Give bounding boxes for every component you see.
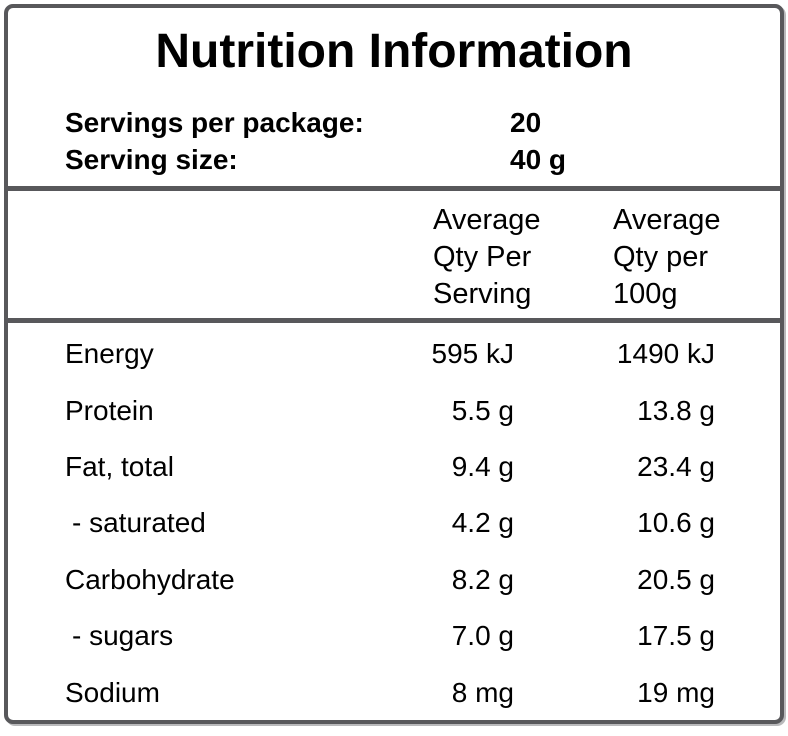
table-row-carbohydrate: Carbohydrate 8.2 g 20.5 g <box>8 552 780 608</box>
nutrient-name: Carbohydrate <box>65 563 235 595</box>
table-row-fat-total: Fat, total 9.4 g 23.4 g <box>8 439 780 495</box>
nutrient-name: Protein <box>65 394 154 426</box>
per-100g-value: 23.4 g <box>637 450 715 482</box>
table-row-saturated-fat: - saturated 4.2 g 10.6 g <box>8 495 780 551</box>
serving-size-value: 40 g <box>510 144 567 175</box>
nutrient-table: Energy 595 kJ 1490 kJ Protein 5.5 g 13.8… <box>8 323 780 721</box>
servings-per-package-label: Servings per package: <box>65 107 364 138</box>
column-header-per-serving: Average Qty Per Serving <box>433 202 541 313</box>
section-divider-bottom <box>8 318 780 323</box>
per-serving-value: 8 mg <box>451 676 514 708</box>
per-100g-value: 13.8 g <box>637 394 715 426</box>
section-divider-top <box>8 186 780 191</box>
column-header-line: Serving <box>433 278 532 310</box>
per-serving-value: 7.0 g <box>451 620 514 652</box>
nutrient-name: Energy <box>65 338 154 370</box>
nutrition-label: Nutrition Information Servings per packa… <box>4 4 784 724</box>
per-serving-value: 9.4 g <box>451 450 514 482</box>
nutrient-name: Fat, total <box>65 450 174 482</box>
column-header-line: Average <box>433 204 541 236</box>
table-row-energy: Energy 595 kJ 1490 kJ <box>8 326 780 382</box>
per-100g-value: 1490 kJ <box>616 338 715 370</box>
serving-size-label: Serving size: <box>65 144 238 175</box>
column-header-line: 100g <box>613 278 678 310</box>
per-serving-value: 595 kJ <box>431 338 515 370</box>
column-headers-section: Average Qty Per Serving Average Qty per … <box>8 191 780 318</box>
panel-title: Nutrition Information <box>155 25 633 78</box>
column-header-line: Average <box>613 204 721 236</box>
servings-per-package-value: 20 <box>510 107 542 138</box>
header-section: Nutrition Information Servings per packa… <box>8 8 780 186</box>
nutrient-name: Sodium <box>65 676 160 708</box>
column-header-line: Qty Per <box>433 241 532 273</box>
servings-per-package-row: Servings per package: 20 <box>8 104 780 141</box>
per-100g-value: 10.6 g <box>637 507 715 539</box>
nutrient-name: - sugars <box>72 620 174 652</box>
per-serving-value: 5.5 g <box>451 394 514 426</box>
per-100g-value: 17.5 g <box>637 620 715 652</box>
per-100g-value: 20.5 g <box>637 563 715 595</box>
per-serving-value: 8.2 g <box>451 563 514 595</box>
nutrient-name: - saturated <box>72 507 206 539</box>
table-row-sugars: - sugars 7.0 g 17.5 g <box>8 608 780 664</box>
column-header-line: Qty per <box>613 241 709 273</box>
table-row-protein: Protein 5.5 g 13.8 g <box>8 382 780 438</box>
per-100g-value: 19 mg <box>637 676 715 708</box>
per-serving-value: 4.2 g <box>451 507 514 539</box>
table-row-sodium: Sodium 8 mg 19 mg <box>8 664 780 720</box>
column-header-per-100g: Average Qty per 100g <box>613 202 721 313</box>
serving-size-row: Serving size: 40 g <box>8 141 780 178</box>
